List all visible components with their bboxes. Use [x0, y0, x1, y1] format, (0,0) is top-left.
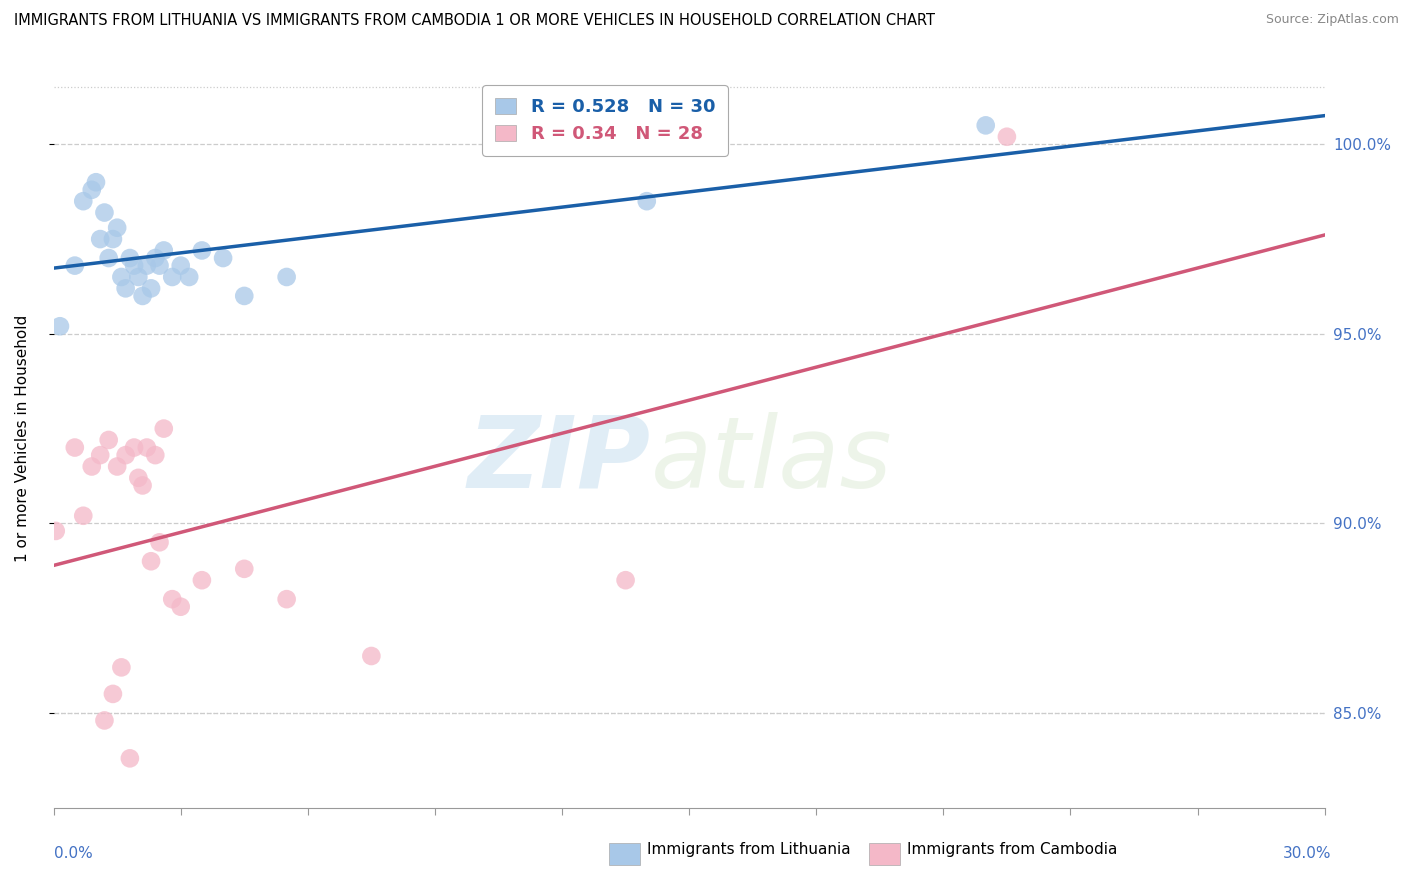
- Text: Immigrants from Cambodia: Immigrants from Cambodia: [907, 842, 1118, 857]
- Point: [152, 244, 174, 258]
- Point: [101, 232, 124, 246]
- Point: [276, 270, 298, 285]
- Text: Source: ZipAtlas.com: Source: ZipAtlas.com: [1265, 13, 1399, 27]
- Point: [139, 554, 162, 568]
- Text: 30.0%: 30.0%: [1284, 846, 1331, 861]
- Point: [63, 259, 86, 273]
- Point: [49, 319, 72, 334]
- Point: [148, 259, 170, 273]
- Point: [89, 232, 111, 246]
- Point: [63, 441, 86, 455]
- Point: [80, 459, 103, 474]
- Point: [614, 573, 637, 587]
- Point: [105, 220, 128, 235]
- Point: [72, 194, 94, 209]
- Point: [114, 281, 136, 295]
- Point: [72, 508, 94, 523]
- Point: [995, 129, 1018, 144]
- Point: [143, 448, 166, 462]
- Point: [636, 194, 658, 209]
- Y-axis label: 1 or more Vehicles in Household: 1 or more Vehicles in Household: [15, 315, 30, 562]
- Point: [80, 183, 103, 197]
- Point: [105, 459, 128, 474]
- Point: [152, 421, 174, 435]
- Point: [97, 251, 120, 265]
- Point: [89, 448, 111, 462]
- Point: [127, 471, 149, 485]
- Point: [114, 448, 136, 462]
- Point: [139, 281, 162, 295]
- Point: [233, 289, 256, 303]
- Point: [212, 251, 235, 265]
- Point: [110, 270, 132, 285]
- Text: 0.0%: 0.0%: [53, 846, 93, 861]
- Point: [122, 441, 145, 455]
- Point: [127, 270, 149, 285]
- Point: [179, 270, 201, 285]
- Point: [135, 441, 157, 455]
- Point: [974, 119, 997, 133]
- Text: IMMIGRANTS FROM LITHUANIA VS IMMIGRANTS FROM CAMBODIA 1 OR MORE VEHICLES IN HOUS: IMMIGRANTS FROM LITHUANIA VS IMMIGRANTS …: [14, 13, 935, 29]
- Point: [93, 205, 115, 219]
- Point: [122, 259, 145, 273]
- Point: [162, 592, 184, 607]
- Point: [93, 714, 115, 728]
- Point: [191, 573, 214, 587]
- Point: [101, 687, 124, 701]
- Text: Immigrants from Lithuania: Immigrants from Lithuania: [647, 842, 851, 857]
- Point: [131, 478, 153, 492]
- Point: [110, 660, 132, 674]
- Point: [148, 535, 170, 549]
- Point: [118, 751, 141, 765]
- Point: [233, 562, 256, 576]
- Point: [135, 259, 157, 273]
- Point: [162, 270, 184, 285]
- Text: atlas: atlas: [651, 412, 893, 508]
- Point: [143, 251, 166, 265]
- Point: [276, 592, 298, 607]
- Point: [97, 433, 120, 447]
- Point: [45, 524, 67, 538]
- Point: [170, 599, 193, 614]
- Point: [170, 259, 193, 273]
- Point: [191, 244, 214, 258]
- Point: [360, 648, 382, 663]
- Point: [118, 251, 141, 265]
- Point: [84, 175, 107, 189]
- Text: ZIP: ZIP: [468, 412, 651, 508]
- Legend: R = 0.528   N = 30, R = 0.34   N = 28: R = 0.528 N = 30, R = 0.34 N = 28: [482, 85, 728, 156]
- Point: [131, 289, 153, 303]
